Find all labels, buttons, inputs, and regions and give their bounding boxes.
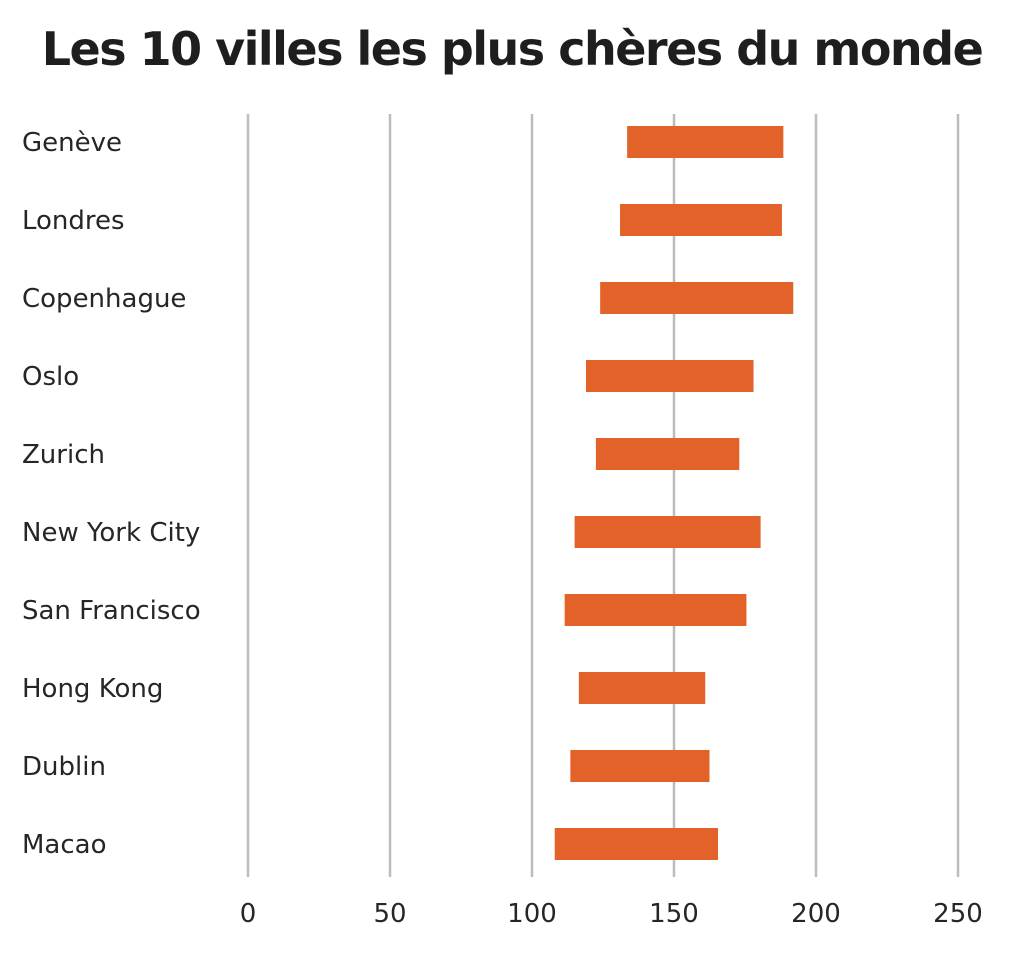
category-label: Dublin (22, 752, 106, 782)
bar (564, 594, 747, 626)
x-tick-label: 100 (507, 899, 557, 929)
bar (578, 672, 706, 704)
bar (554, 828, 719, 860)
x-tick-label: 200 (791, 899, 841, 929)
bar (585, 360, 754, 392)
chart-title: Les 10 villes les plus chères du monde (41, 22, 984, 76)
x-tick-label: 50 (373, 899, 406, 929)
bar (574, 516, 761, 548)
bars (554, 126, 794, 860)
category-label: Oslo (22, 362, 79, 392)
bar (570, 750, 710, 782)
bar (595, 438, 740, 470)
bar (620, 204, 782, 236)
bar (600, 282, 794, 314)
category-label: Copenhague (22, 284, 186, 314)
category-label: San Francisco (22, 596, 201, 626)
category-label: Genève (22, 128, 122, 158)
bar (627, 126, 784, 158)
category-label: New York City (22, 518, 200, 548)
category-label: Londres (22, 206, 125, 236)
x-tick-label: 250 (933, 899, 983, 929)
category-label: Zurich (22, 440, 105, 470)
category-label: Macao (22, 830, 107, 860)
x-tick-label: 150 (649, 899, 699, 929)
x-tick-labels: 0 50 100 150 200 250 (240, 899, 983, 929)
category-label: Hong Kong (22, 674, 163, 704)
category-labels: Genève Londres Copenhague Oslo Zurich New Yor… (22, 128, 201, 860)
x-tick-label: 0 (240, 899, 257, 929)
gridlines (246, 114, 960, 877)
